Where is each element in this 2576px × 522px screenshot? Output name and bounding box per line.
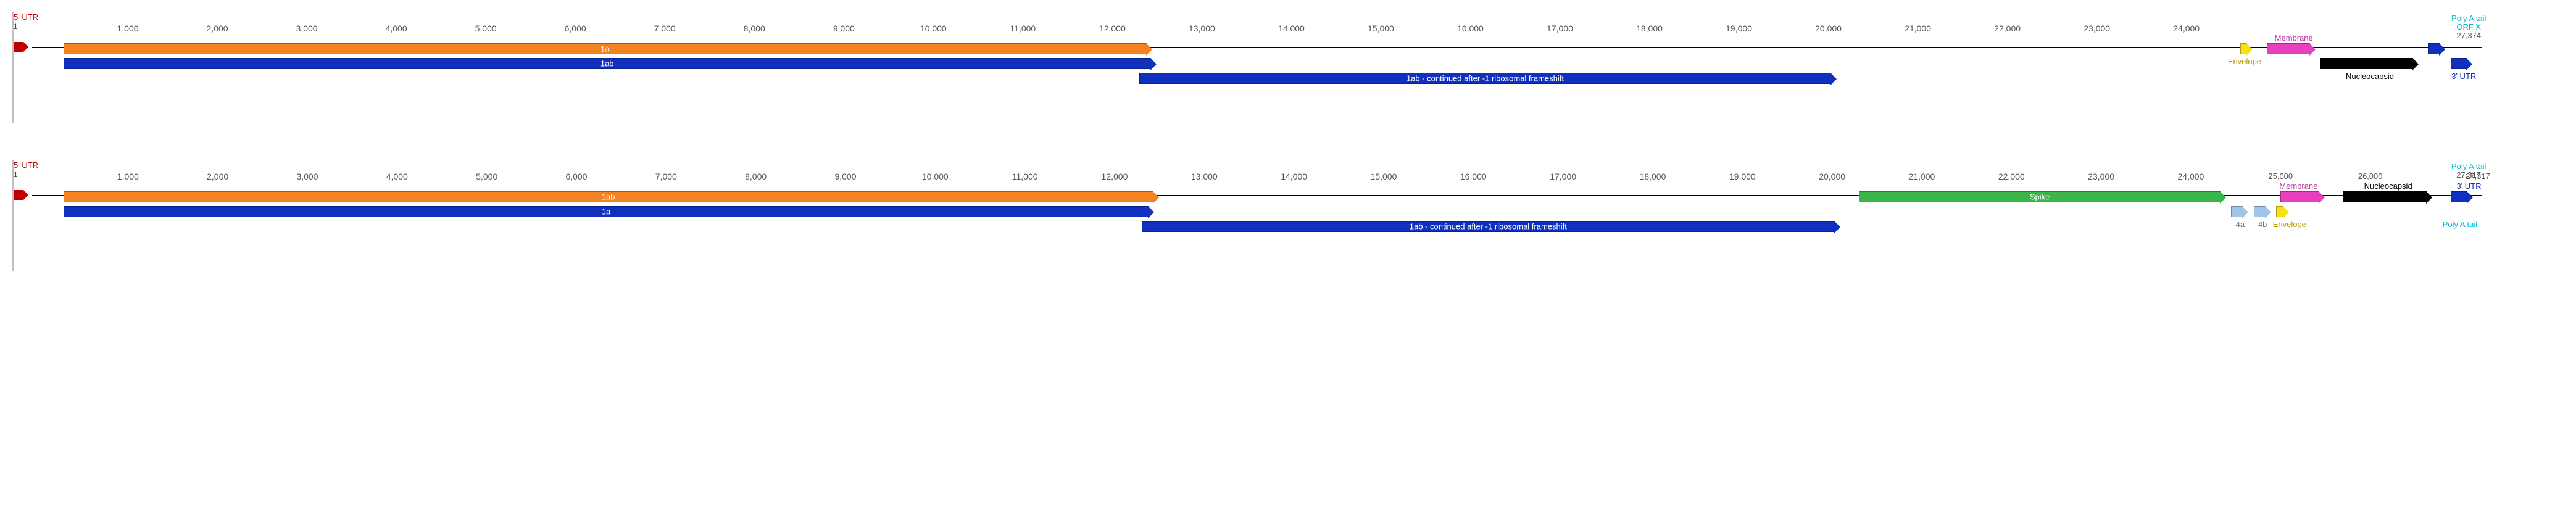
ruler-tick: 7,000	[654, 23, 676, 33]
position-start-label: 1	[14, 22, 18, 31]
ruler-tick: 15,000	[1371, 172, 1397, 181]
ruler-tick: 16,000	[1460, 172, 1487, 181]
feature-label: 1a	[600, 44, 609, 54]
ruler-tick: 17,000	[1550, 172, 1576, 181]
feature-1ab-frameshift: 1ab - continued after -1 ribosomal frame…	[1139, 73, 1831, 84]
ruler-tick: 22,000	[1998, 172, 2025, 181]
feature-3UTR-top	[2451, 191, 2467, 202]
ruler: 1,000 2,000 3,000 4,000 5,000 6,000 7,000 8,000…	[20, 167, 2488, 179]
ruler-tick: 3,000	[296, 172, 318, 181]
ruler-tick: 19,000	[1726, 23, 1752, 33]
ruler-tick: 10,000	[920, 23, 947, 33]
ruler-tick: 18,000	[1636, 23, 1663, 33]
ruler-tick: 5,000	[475, 23, 497, 33]
ruler-tick: 24,000	[2173, 23, 2200, 33]
ruler-tick: 6,000	[565, 172, 587, 181]
feature-Nucleocapsid-top	[2343, 191, 2427, 202]
side-label: 27,317	[2466, 172, 2490, 181]
side-label: Nucleocapsid	[2364, 181, 2412, 191]
feature-Envelope-mark	[2240, 43, 2248, 54]
ruler: 1,000 2,000 3,000 4,000 5,000 6,000 7,000 8,000…	[20, 19, 2488, 31]
ruler-tick: 21,000	[1909, 172, 1935, 181]
ruler-tick: 12,000	[1099, 23, 1126, 33]
ruler-tick: 6,000	[565, 23, 586, 33]
feature-label: Spike	[2030, 193, 2050, 202]
feature-4a	[2231, 206, 2243, 217]
right-annotation-length: 27,374	[2456, 31, 2481, 40]
ruler-tick: 23,000	[2084, 23, 2110, 33]
ruler-tick: 3,000	[296, 23, 318, 33]
feature-label: 1ab - continued after -1 ribosomal frame…	[1410, 222, 1567, 231]
feature-1ab-frameshift-b: 1ab - continued after -1 ribosomal frame…	[1142, 221, 1835, 232]
ruler-tick: 21,000	[1905, 23, 1931, 33]
ruler-tick: 22,000	[1994, 23, 2021, 33]
feature-label: 1a	[602, 207, 610, 217]
ruler-tick: 10,000	[922, 172, 949, 181]
feature-label: 1ab	[602, 193, 615, 202]
ruler-tick: 20,000	[1815, 23, 1842, 33]
ruler-tick: 9,000	[833, 23, 855, 33]
ruler-tick: 13,000	[1191, 172, 1218, 181]
ruler-tick: 1,000	[117, 172, 139, 181]
track-row-2: 1ab - continued after -1 ribosomal frame…	[20, 73, 2488, 91]
ruler-tick: 19,000	[1729, 172, 1756, 181]
feature-1a: 1a	[64, 43, 1147, 54]
ruler-tick: 2,000	[207, 23, 228, 33]
feature-3UTR	[2451, 58, 2467, 69]
side-label: 26,000	[2358, 172, 2383, 181]
position-start-label: 1	[14, 170, 18, 179]
feature-1ab: 1ab	[64, 58, 1151, 69]
ruler-tick: 1,000	[117, 23, 138, 33]
ruler-tick: 11,000	[1012, 172, 1038, 181]
right-annotation-orfx: ORF X	[2456, 22, 2481, 31]
feature-4b	[2254, 206, 2266, 217]
ruler-tick: 8,000	[744, 23, 765, 33]
ruler-tick: 13,000	[1189, 23, 1215, 33]
track-row-2: 1ab - continued after -1 ribosomal frame…	[20, 221, 2488, 239]
feature-Membrane-top	[2280, 191, 2319, 202]
ruler-tick: 9,000	[834, 172, 856, 181]
ruler-tick: 16,000	[1457, 23, 1484, 33]
ruler-tick: 4,000	[386, 23, 407, 33]
ruler-tick: 12,000	[1102, 172, 1128, 181]
ruler-tick: 14,000	[1281, 172, 1307, 181]
right-annotation-polyA: Poly A tail	[2451, 162, 2486, 171]
side-label: 3' UTR	[2456, 181, 2481, 191]
feature-label: 1ab - continued after -1 ribosomal frame…	[1406, 74, 1564, 83]
feature-label: 1ab	[600, 59, 614, 68]
ruler-tick: 7,000	[655, 172, 677, 181]
ruler-tick: 15,000	[1368, 23, 1394, 33]
side-label: Membrane	[2275, 33, 2313, 43]
ruler-tick: 5,000	[476, 172, 497, 181]
feature-Nucleocapsid	[2320, 58, 2413, 69]
genome-diagram-container: 5' UTR11,0002,0003,0004,0005,0006,0007,0…	[12, 12, 2564, 510]
ruler-tick: 23,000	[2088, 172, 2114, 181]
ruler-tick: 18,000	[1640, 172, 1666, 181]
side-label: 25,000	[2268, 172, 2293, 181]
ruler-tick: 4,000	[386, 172, 408, 181]
feature-Membrane	[2267, 43, 2310, 54]
ruler-tick: 24,000	[2178, 172, 2204, 181]
feature-1a-bottom: 1a	[64, 206, 1149, 217]
feature-ORFX	[2428, 43, 2440, 54]
feature-1ab-top: 1ab	[64, 191, 1153, 202]
ruler-tick: 17,000	[1547, 23, 1573, 33]
genome-panel-panelB: 5' UTR11,0002,0003,0004,0005,0006,0007,0…	[12, 160, 2571, 271]
ruler-tick: 11,000	[1010, 23, 1036, 33]
side-label: Membrane	[2279, 181, 2317, 191]
feature-Spike: Spike	[1859, 191, 2221, 202]
ruler-tick: 8,000	[745, 172, 767, 181]
ruler-tick: 14,000	[1278, 23, 1305, 33]
ruler-tick: 20,000	[1819, 172, 1845, 181]
genome-panel-panelA: 5' UTR11,0002,0003,0004,0005,0006,0007,0…	[12, 12, 2571, 123]
right-annotation-polyA: Poly A tail	[2451, 14, 2486, 23]
feature-Envelope-b	[2276, 206, 2283, 217]
ruler-tick: 2,000	[207, 172, 228, 181]
